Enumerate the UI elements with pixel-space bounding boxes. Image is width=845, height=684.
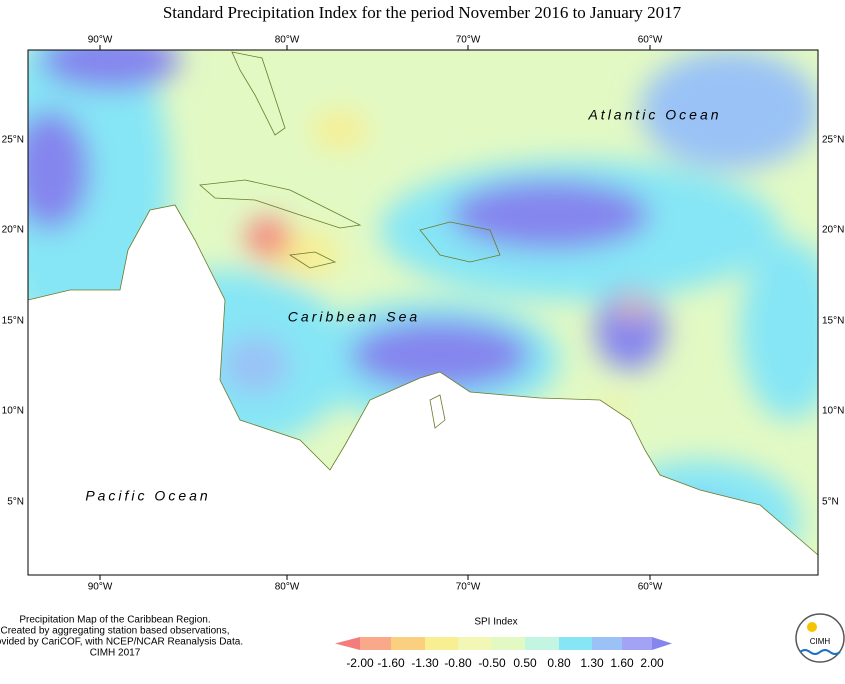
land: [28, 204, 818, 575]
legend-label: -0.50: [478, 656, 506, 670]
lat-label: 5°N: [7, 497, 24, 508]
lon-label: 80°W: [275, 35, 300, 46]
coastline: [231, 51, 286, 136]
lat-label: 15°N: [2, 316, 24, 327]
logo-sun: [807, 622, 817, 632]
legend-swatch: [622, 637, 652, 650]
lat-label: 10°N: [2, 406, 24, 417]
legend-swatch: [559, 637, 592, 650]
legend-label: -2.00: [346, 656, 374, 670]
map: [28, 50, 818, 575]
place-label: Atlantic Ocean: [587, 107, 721, 123]
lat-label: 25°N: [2, 135, 24, 146]
footer: Precipitation Map of the Caribbean Regio…: [0, 615, 243, 659]
legend: -2.00 -1.60 -1.30 -0.80 -0.50 0.50 0.80 1.30 1.6…: [335, 637, 672, 670]
map-title: Standard Precipitation Index for the per…: [163, 3, 682, 22]
legend-label: 0.80: [547, 656, 571, 670]
lon-label: 90°W: [88, 35, 113, 46]
legend-label: 2.00: [640, 656, 664, 670]
legend-label: 1.60: [610, 656, 634, 670]
footer-line: CIMH 2017: [90, 648, 141, 659]
legend-swatch: [652, 637, 672, 650]
lat-label: 25°N: [822, 135, 844, 146]
logo-text: CIMH: [810, 637, 831, 646]
map-labels: 90°W 90°W 80°W 80°W 70°W 70°W 60°W 60°W 25°N 25°N…: [2, 35, 845, 593]
lat-label: 20°N: [822, 225, 844, 236]
legend-title: SPI Index: [474, 617, 517, 628]
legend-swatch: [425, 637, 458, 650]
lat-label: 10°N: [822, 406, 844, 417]
logo-waves: [799, 649, 841, 655]
footer-line: Created by aggregating station based obs…: [0, 626, 229, 637]
coastline: [288, 251, 337, 269]
legend-label: 0.50: [513, 656, 537, 670]
lon-label: 60°W: [638, 582, 663, 593]
legend-label: -1.30: [411, 656, 439, 670]
legend-label: -0.80: [444, 656, 472, 670]
legend-swatch: [592, 637, 622, 650]
coastline: [429, 394, 446, 429]
lon-label: 90°W: [88, 582, 113, 593]
logo: CIMH: [795, 613, 845, 663]
legend-swatch: [492, 637, 525, 650]
lon-label: 60°W: [638, 35, 663, 46]
lat-label: 20°N: [2, 225, 24, 236]
footer-line: provided by CariCOF, with NCEP/NCAR Rean…: [0, 637, 243, 648]
legend-swatch: [458, 637, 492, 650]
legend-swatch: [525, 637, 559, 650]
coastline: [419, 221, 501, 263]
legend-label: 1.30: [580, 656, 604, 670]
legend-swatch: [360, 637, 391, 650]
place-label: Caribbean Sea: [288, 309, 420, 325]
lat-label: 5°N: [822, 497, 839, 508]
lon-label: 70°W: [456, 35, 481, 46]
map-frame: [27, 49, 819, 576]
lon-label: 80°W: [275, 582, 300, 593]
legend-swatch: [391, 637, 425, 650]
coastline: [199, 179, 362, 229]
place-label: Pacific Ocean: [85, 488, 210, 504]
legend-label: -1.60: [377, 656, 405, 670]
legend-swatch: [335, 637, 360, 650]
lon-label: 70°W: [456, 582, 481, 593]
footer-line: Precipitation Map of the Caribbean Regio…: [19, 615, 210, 626]
lat-label: 15°N: [822, 316, 844, 327]
